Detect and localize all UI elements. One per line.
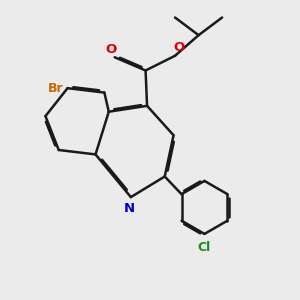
Text: Cl: Cl: [198, 241, 211, 254]
Text: O: O: [106, 43, 117, 56]
Text: O: O: [174, 41, 185, 54]
Text: Br: Br: [47, 82, 63, 95]
Text: N: N: [124, 202, 135, 215]
